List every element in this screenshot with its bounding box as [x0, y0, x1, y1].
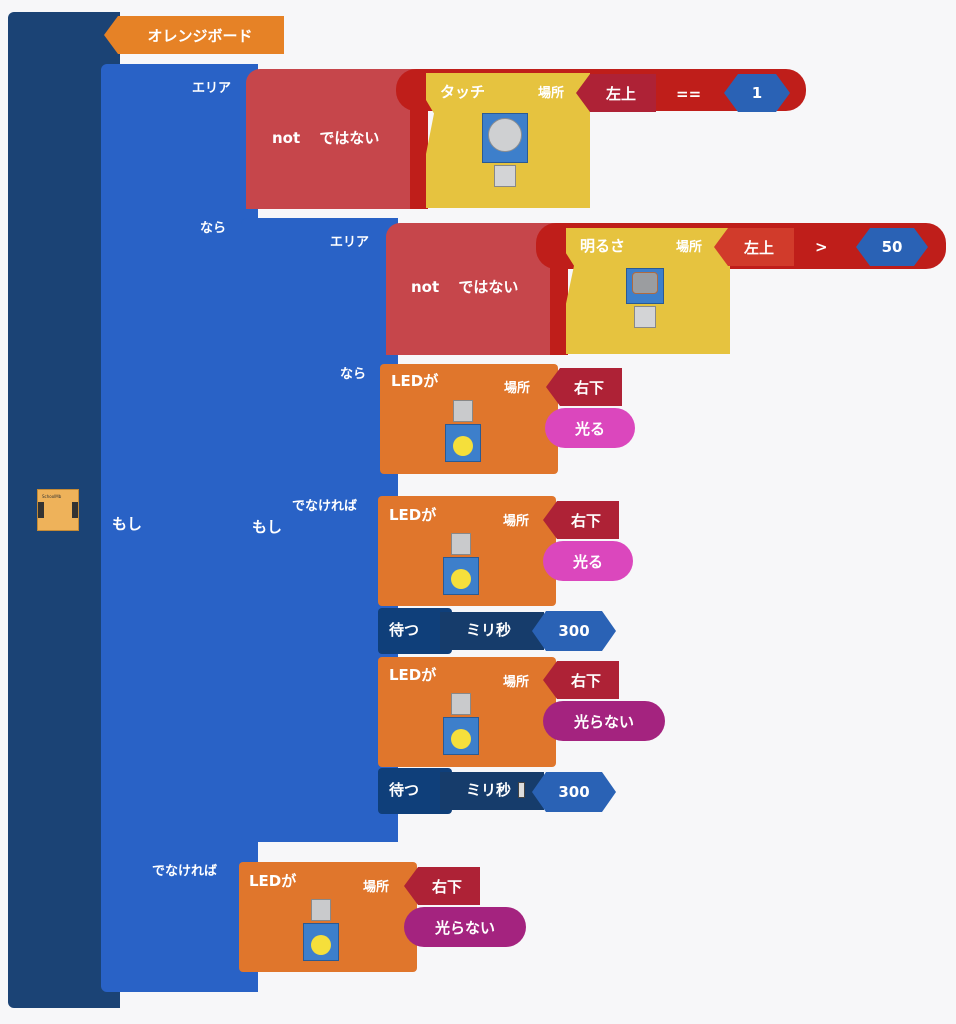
led-title: LEDが: [389, 666, 437, 684]
not-label: not ではない: [272, 129, 380, 147]
wait-label: 待つ: [389, 621, 420, 639]
place-dropdown[interactable]: 右下: [546, 368, 622, 406]
if-block-inner[interactable]: [241, 218, 398, 842]
wait-block[interactable]: [378, 768, 452, 814]
not-block-inner[interactable]: [386, 223, 564, 355]
place-label: 場所: [503, 514, 530, 529]
led-on-dropdown[interactable]: 光る: [543, 541, 633, 581]
light-sensor-icon: [626, 268, 664, 330]
place-label: 場所: [363, 880, 390, 895]
area-label: エリア: [192, 81, 232, 96]
then-label: なら: [200, 221, 227, 236]
place-label: 場所: [504, 381, 531, 396]
led-off-dropdown[interactable]: 光らない: [543, 701, 665, 741]
led-icon: [443, 533, 479, 595]
wait-unit: ミリ秒: [466, 781, 512, 799]
operator-equals[interactable]: ==: [676, 85, 702, 103]
place-label: 場所: [503, 675, 530, 690]
touch-label: タッチ: [440, 83, 486, 101]
place-dropdown[interactable]: 右下: [404, 867, 480, 905]
led-off-dropdown[interactable]: 光らない: [404, 907, 526, 947]
value-field[interactable]: 300: [532, 611, 616, 651]
place-dropdown[interactable]: 左上: [714, 228, 794, 266]
value-field[interactable]: 1: [724, 74, 790, 112]
place-label: 場所: [676, 240, 703, 255]
text-cursor-icon: [518, 782, 525, 798]
led-title: LEDが: [249, 872, 297, 890]
value-field[interactable]: 50: [856, 228, 928, 266]
wait-unit: ミリ秒: [466, 621, 512, 639]
else-label: でなければ: [292, 499, 358, 514]
area-label: エリア: [330, 235, 370, 250]
led-title: LEDが: [389, 506, 437, 524]
wait-block[interactable]: [378, 608, 452, 654]
wait-unit-block[interactable]: [440, 612, 544, 650]
touch-sensor-icon: [482, 113, 528, 188]
not-label: not ではない: [411, 278, 519, 296]
then-label: なら: [340, 367, 367, 382]
led-on-dropdown[interactable]: 光る: [545, 408, 635, 448]
schoolmbit-board-icon: SchoolMb: [37, 489, 79, 531]
place-dropdown[interactable]: 右下: [543, 501, 619, 539]
led-title: LEDが: [391, 372, 439, 390]
if-keyword: もし: [252, 518, 283, 536]
place-label: 場所: [538, 86, 565, 101]
led-icon: [303, 899, 339, 961]
board-label[interactable]: オレンジボード: [104, 16, 284, 54]
if-keyword: もし: [112, 515, 143, 533]
place-dropdown[interactable]: 右下: [543, 661, 619, 699]
led-icon: [445, 400, 481, 462]
else-label: でなければ: [152, 864, 218, 879]
value-field[interactable]: 300: [532, 772, 616, 812]
wait-label: 待つ: [389, 781, 420, 799]
operator-greater[interactable]: >: [815, 238, 828, 256]
place-dropdown[interactable]: 左上: [576, 74, 656, 112]
light-label: 明るさ: [580, 237, 626, 255]
led-icon: [443, 693, 479, 755]
if-block-outer[interactable]: [101, 64, 258, 992]
wait-unit-block[interactable]: [440, 772, 544, 810]
